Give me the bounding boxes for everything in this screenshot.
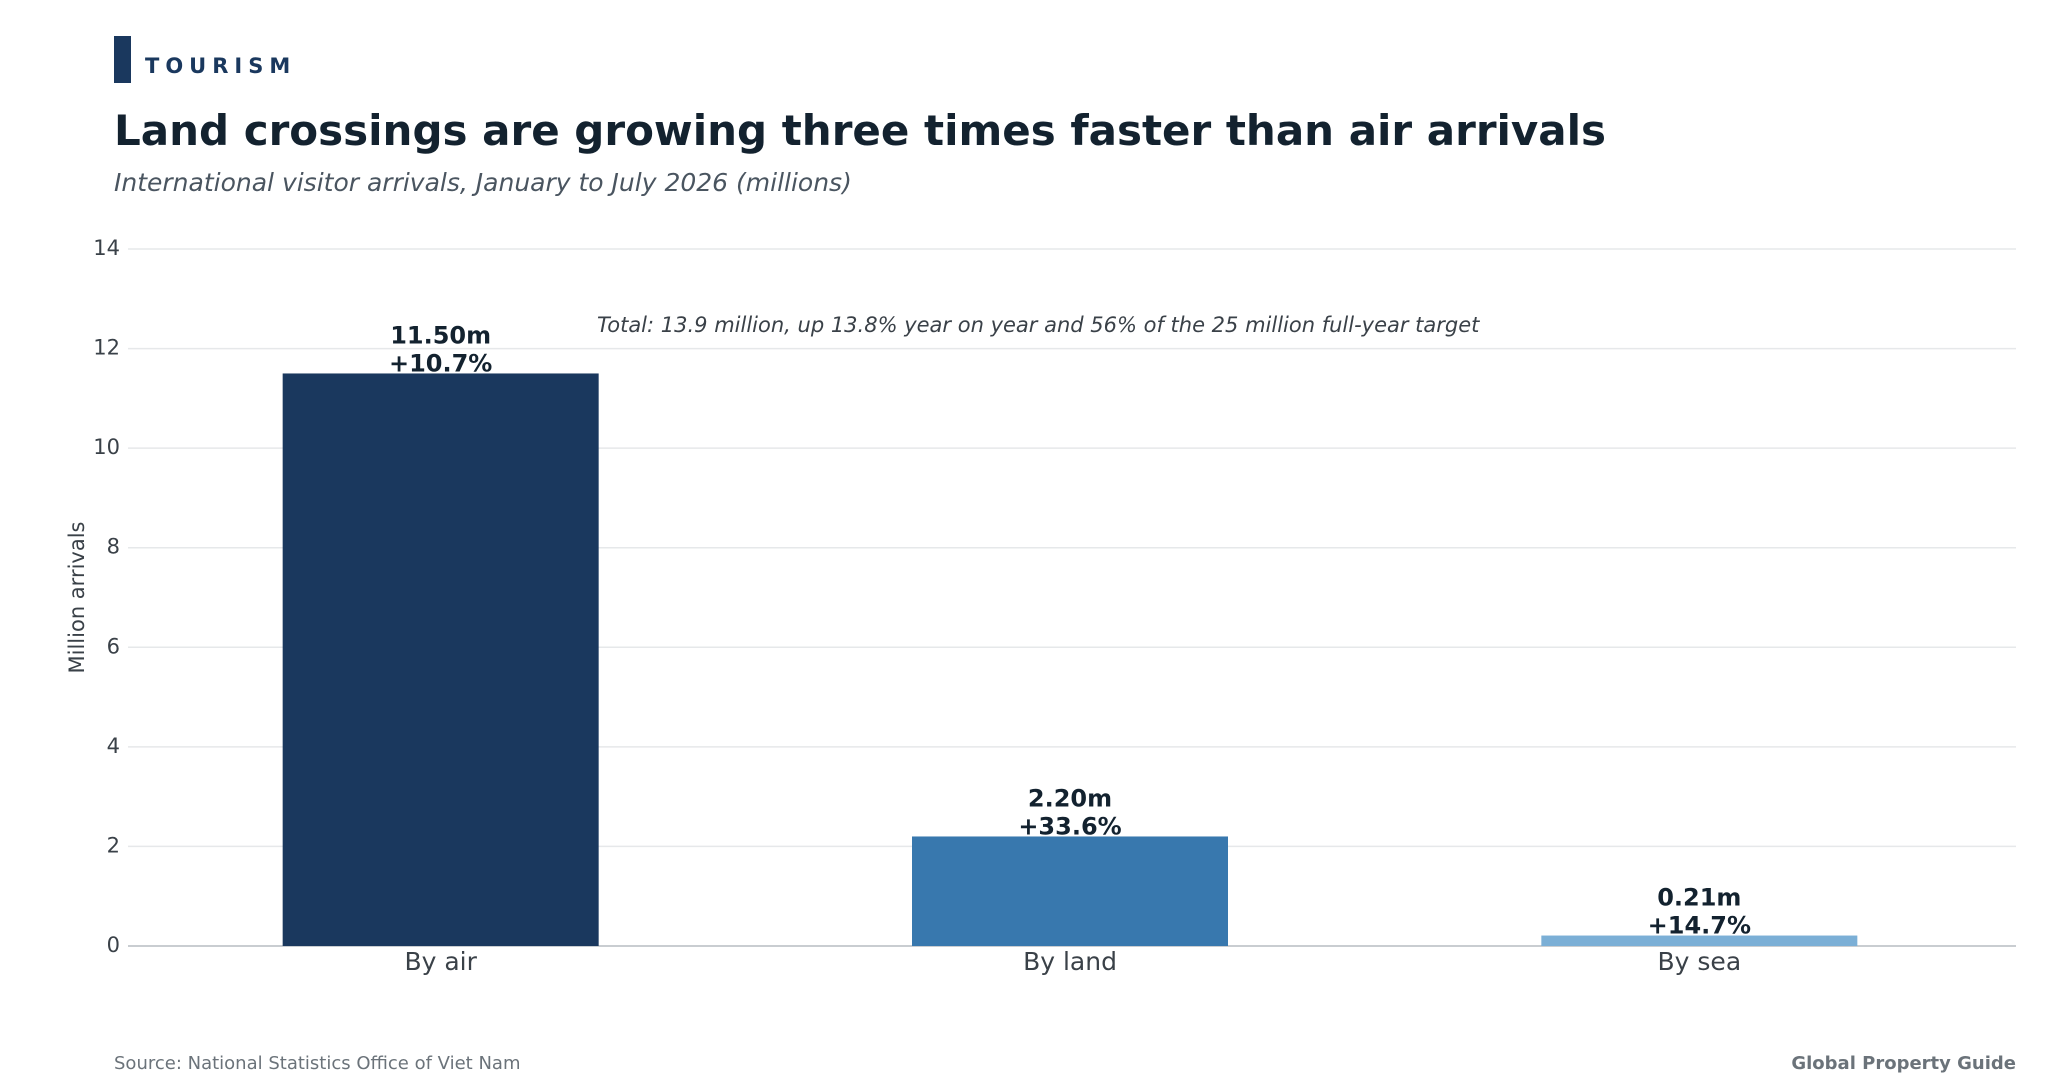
brand-label: Global Property Guide [1791,1053,2016,1074]
kicker-label: TOURISM [145,54,297,78]
y-axis-label: Million arrivals [65,522,89,674]
y-tick-label: 10 [93,435,120,459]
chart-title: Land crossings are growing three times f… [114,106,1607,155]
chart-subtitle: International visitor arrivals, January … [114,168,852,197]
y-tick-label: 0 [107,933,120,957]
y-tick-label: 4 [107,734,120,758]
bar-by-sea [1541,935,1858,946]
x-tick-label: By sea [1658,947,1742,976]
y-tick-label: 8 [107,535,120,559]
x-tick-label: By air [404,947,477,976]
x-tick-label: By land [1023,947,1117,976]
y-tick-label: 6 [107,634,120,658]
y-tick-label: 12 [93,336,120,360]
bar-by-air [282,373,599,946]
bar-value-label: 0.21m [1657,884,1741,912]
bar-growth-label: +33.6% [1018,812,1121,840]
y-tick-label: 14 [93,236,120,260]
bar-growth-label: +10.7% [389,349,492,377]
kicker-accent-bar [114,36,131,83]
bar-value-label: 11.50m [390,321,491,349]
y-tick-label: 2 [107,833,120,857]
bar-by-land [912,836,1228,946]
bar-growth-label: +14.7% [1648,912,1751,940]
bar-value-label: 2.20m [1028,784,1112,812]
source-note: Source: National Statistics Office of Vi… [114,1053,521,1074]
total-annotation: Total: 13.9 million, up 13.8% year on ye… [597,313,1480,337]
